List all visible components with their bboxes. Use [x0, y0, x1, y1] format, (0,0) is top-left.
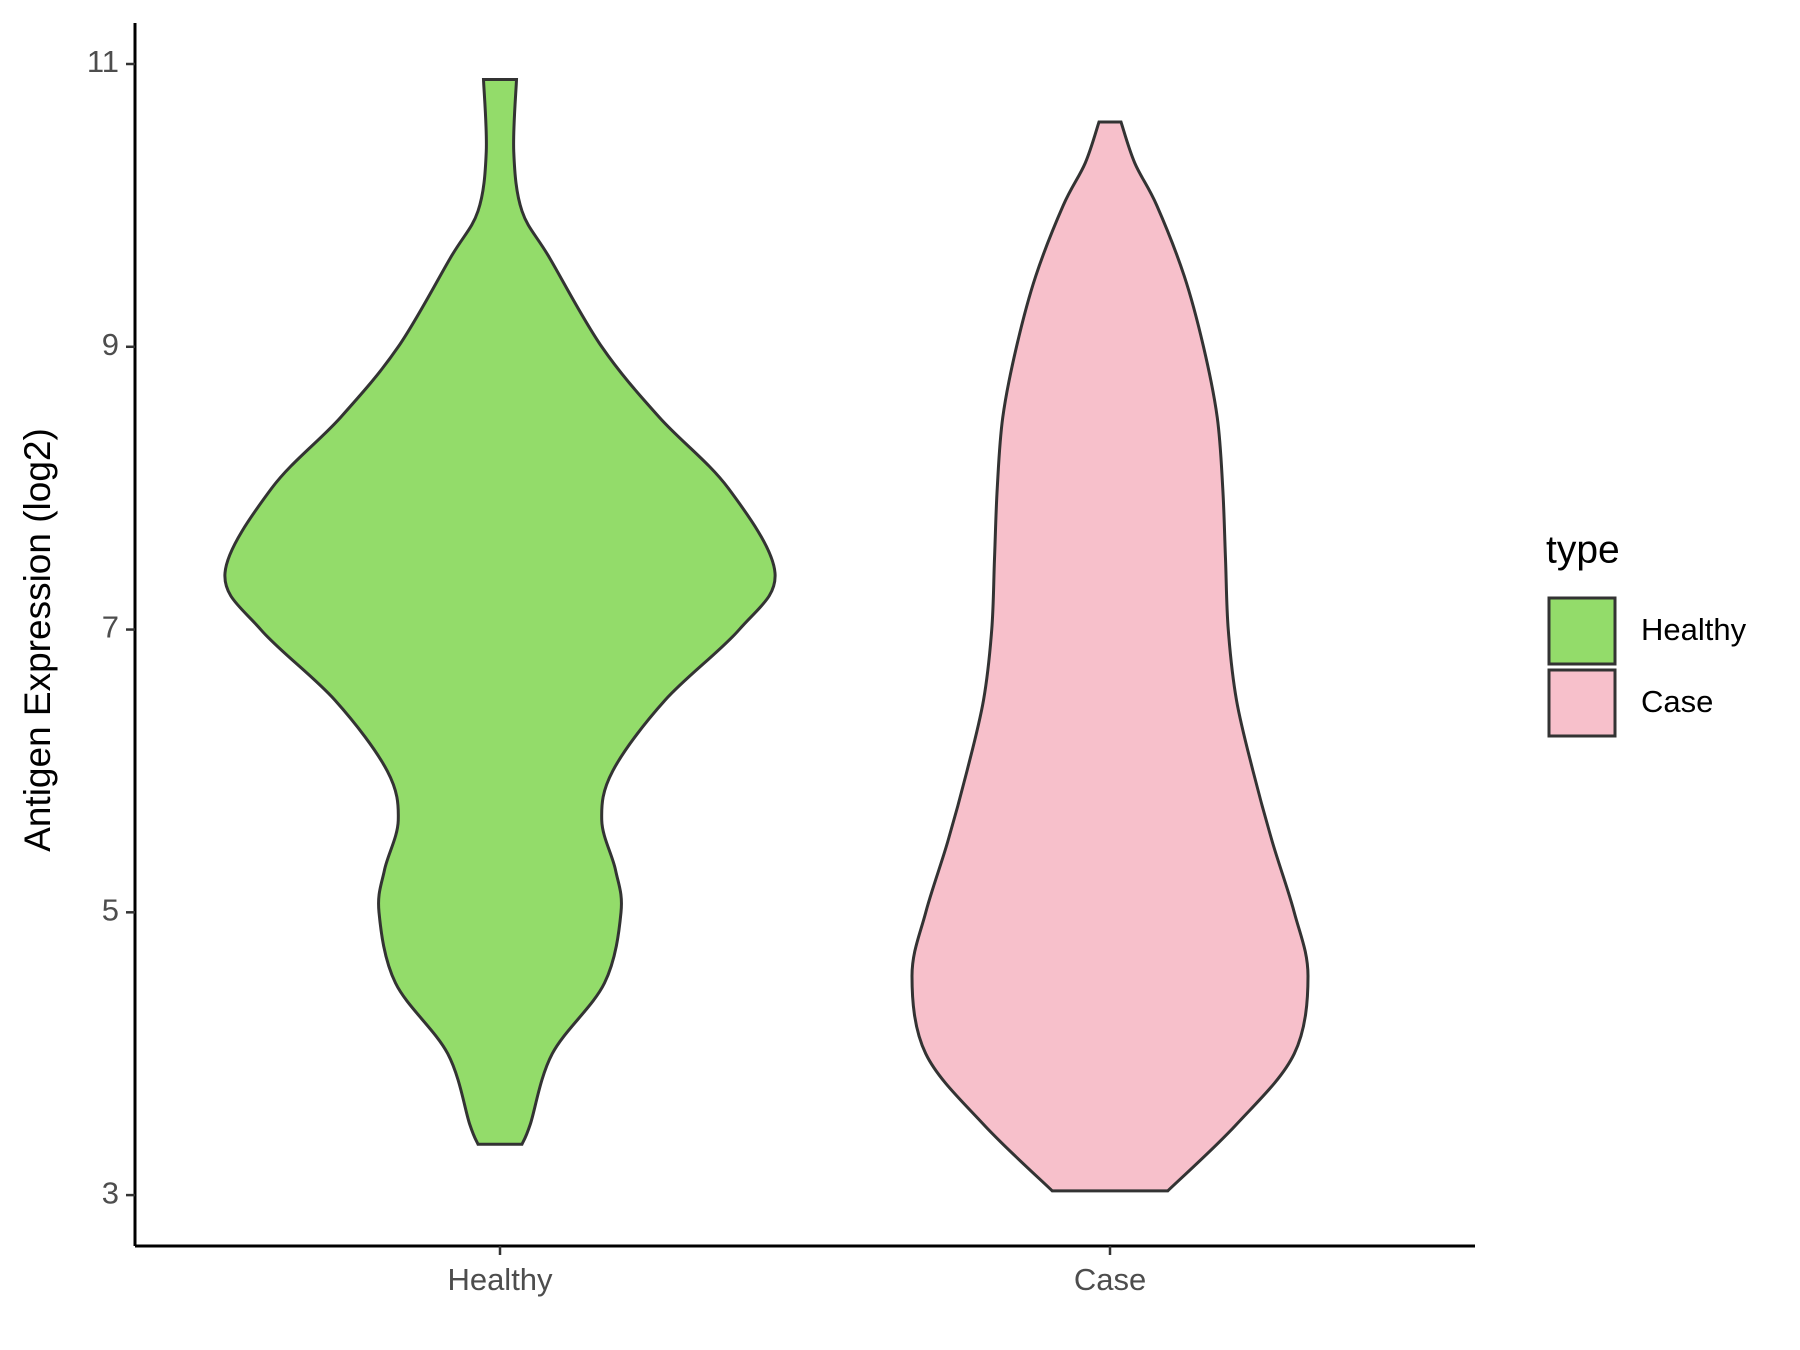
y-tick-label: 5	[102, 893, 119, 928]
y-tick-label: 9	[102, 327, 119, 362]
y-tick-label: 11	[87, 44, 119, 79]
y-tick-label: 7	[102, 610, 119, 645]
x-tick-label: Healthy	[447, 1262, 553, 1297]
violin	[910, 120, 1310, 1193]
y-axis-title: Antigen Expression (log2)	[17, 428, 58, 852]
legend-label: Case	[1641, 684, 1713, 719]
legend-label: Healthy	[1641, 612, 1747, 647]
y-tick-label: 3	[102, 1175, 119, 1210]
x-tick-label: Case	[1074, 1262, 1146, 1297]
violin	[223, 78, 777, 1146]
legend-swatch	[1547, 668, 1617, 738]
legend-swatch	[1547, 596, 1617, 666]
legend-title: type	[1546, 528, 1620, 571]
